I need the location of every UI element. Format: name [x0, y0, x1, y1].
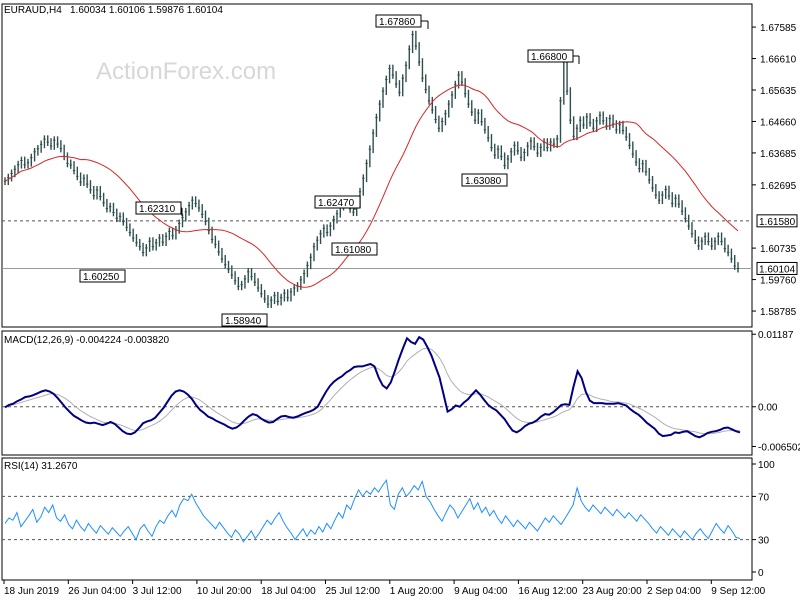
price-axis-label: 1.60104: [759, 264, 796, 275]
macd-axis-label: -0.006502: [758, 442, 800, 453]
moving-average-line: [4, 84, 739, 288]
swing-label-box: [375, 14, 422, 28]
swing-label-box: [314, 195, 361, 209]
swing-label-text: 1.67860: [379, 17, 416, 28]
time-axis-label: 23 Aug 20:00: [583, 586, 642, 597]
price-axis-label: 1.58785: [760, 307, 797, 318]
price-axis-label: 1.59760: [760, 276, 797, 287]
candles-group: [3, 30, 740, 308]
swing-label-box: [461, 173, 508, 187]
time-axis-label: 9 Sep 12:00: [711, 586, 765, 597]
rsi-axis-label: 0: [758, 568, 764, 579]
macd-axis-label: 0.00: [758, 403, 778, 414]
time-axis-label: 3 Jul 12:00: [133, 586, 182, 597]
rsi-panel-frame: [1, 457, 753, 581]
macd-axis-label: 0.01187: [758, 330, 794, 341]
time-axis-label: 18 Jul 04:00: [261, 586, 316, 597]
swing-label-box: [527, 49, 574, 63]
price-axis-label: 1.66610: [760, 55, 797, 66]
macd-signal-line: [4, 347, 740, 435]
rsi-title: RSI(14) 31.2670: [4, 461, 78, 472]
swing-label-box: [221, 313, 268, 327]
swing-label-box: [331, 242, 378, 256]
swing-label-text: 1.63080: [465, 176, 502, 187]
price-axis-label: 1.61580: [759, 217, 796, 228]
swing-label-box: [135, 201, 182, 215]
rsi-axis-label: 30: [758, 536, 770, 547]
macd-line: [4, 335, 741, 439]
swing-label-text: 1.62470: [318, 198, 355, 209]
time-axis-label: 2 Sep 04:00: [647, 586, 701, 597]
macd-title: MACD(12,26,9) -0.004224 -0.003820: [4, 335, 170, 346]
rsi-axis-label: 100: [758, 460, 775, 471]
time-axis-label: 16 Aug 12:00: [518, 586, 577, 597]
ohlc-values: 1.60034 1.60106 1.59876 1.60104: [70, 5, 223, 16]
swing-label-text: 1.62310: [139, 204, 176, 215]
rsi-line: [4, 478, 741, 543]
swing-label-text: 1.60250: [83, 272, 120, 283]
swing-label-text: 1.58940: [225, 316, 262, 327]
price-axis-label: 1.64660: [760, 117, 797, 128]
macd-panel-frame: [1, 330, 753, 456]
symbol-timeframe: EURAUD,H4: [4, 5, 62, 16]
time-axis-label: 18 Jun 2019: [4, 586, 59, 597]
swing-label-box: [79, 269, 126, 283]
price-axis-label: 1.60735: [760, 244, 797, 255]
price-axis-label: 1.67585: [760, 23, 797, 34]
swing-label-text: 1.61080: [335, 245, 372, 256]
price-axis-box: [756, 214, 798, 228]
time-axis-label: 10 Jul 20:00: [197, 586, 252, 597]
price-axis-label: 1.65635: [760, 86, 797, 97]
time-axis-label: 9 Aug 04:00: [454, 586, 508, 597]
time-axis-label: 1 Aug 20:00: [390, 586, 444, 597]
swing-label-text: 1.66800: [531, 52, 568, 63]
price-axis-label: 1.62695: [760, 181, 797, 192]
time-axis-label: 26 Jun 04:00: [68, 586, 126, 597]
price-panel-frame: [1, 3, 753, 328]
watermark: ActionForex.com: [96, 58, 277, 85]
price-axis-label: 1.63685: [760, 149, 797, 160]
rsi-axis-label: 70: [758, 492, 770, 503]
price-axis-box: [756, 261, 798, 275]
time-axis-label: 25 Jul 12:00: [326, 586, 381, 597]
